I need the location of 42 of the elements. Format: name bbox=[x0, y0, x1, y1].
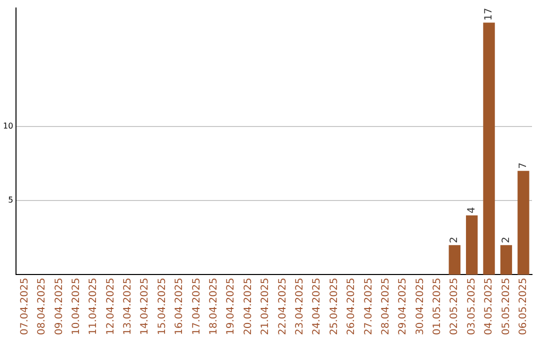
x-tick-label: 30.04.2025 bbox=[414, 278, 426, 336]
data-label: 4 bbox=[466, 207, 478, 214]
x-tick-label: 27.04.2025 bbox=[363, 278, 374, 336]
bar bbox=[500, 245, 512, 275]
x-tick-label: 05.05.2025 bbox=[500, 278, 512, 336]
data-label: 2 bbox=[449, 236, 460, 244]
x-tick-label: 01.05.2025 bbox=[432, 278, 444, 336]
x-tick-label: 29.04.2025 bbox=[398, 278, 409, 336]
x-tick-label: 11.04.2025 bbox=[88, 278, 100, 336]
data-label: 17 bbox=[484, 8, 495, 21]
x-tick-label: 21.04.2025 bbox=[260, 278, 272, 336]
x-tick-label: 24.04.2025 bbox=[312, 278, 323, 336]
y-tick-label: 10 bbox=[2, 122, 14, 131]
x-tick-label: 10.04.2025 bbox=[70, 278, 82, 336]
x-tick-label: 14.04.2025 bbox=[140, 278, 151, 336]
x-tick-label: 08.04.2025 bbox=[36, 278, 48, 336]
x-tick-label: 19.04.2025 bbox=[226, 278, 237, 336]
data-label: 2 bbox=[500, 236, 512, 244]
x-tick-label: 28.04.2025 bbox=[380, 278, 392, 336]
x-tick-label: 25.04.2025 bbox=[328, 278, 340, 336]
x-tick-label: 22.04.2025 bbox=[277, 278, 288, 336]
x-tick-label: 20.04.2025 bbox=[242, 278, 254, 336]
data-label: 7 bbox=[518, 162, 529, 169]
x-tick-label: 07.04.2025 bbox=[19, 278, 30, 336]
x-tick-label: 03.05.2025 bbox=[466, 278, 478, 336]
x-tick-label: 02.05.2025 bbox=[449, 278, 460, 336]
x-tick-label: 26.04.2025 bbox=[346, 278, 358, 336]
bar bbox=[448, 245, 460, 275]
bar bbox=[483, 22, 495, 275]
bar bbox=[466, 215, 478, 275]
x-tick-label: 06.05.2025 bbox=[518, 278, 529, 336]
x-tick-label: 18.04.2025 bbox=[208, 278, 220, 336]
y-tick-label: 5 bbox=[8, 196, 14, 205]
x-tick-label: 16.04.2025 bbox=[174, 278, 186, 336]
x-tick-label: 13.04.2025 bbox=[122, 278, 134, 336]
x-tick-label: 17.04.2025 bbox=[191, 278, 202, 336]
x-tick-label: 12.04.2025 bbox=[105, 278, 116, 336]
x-tick-label: 23.04.2025 bbox=[294, 278, 306, 336]
x-tick-label: 09.04.2025 bbox=[54, 278, 65, 336]
bar bbox=[518, 170, 530, 275]
x-tick-label: 15.04.2025 bbox=[156, 278, 168, 336]
x-tick-label: 04.05.2025 bbox=[484, 278, 495, 336]
